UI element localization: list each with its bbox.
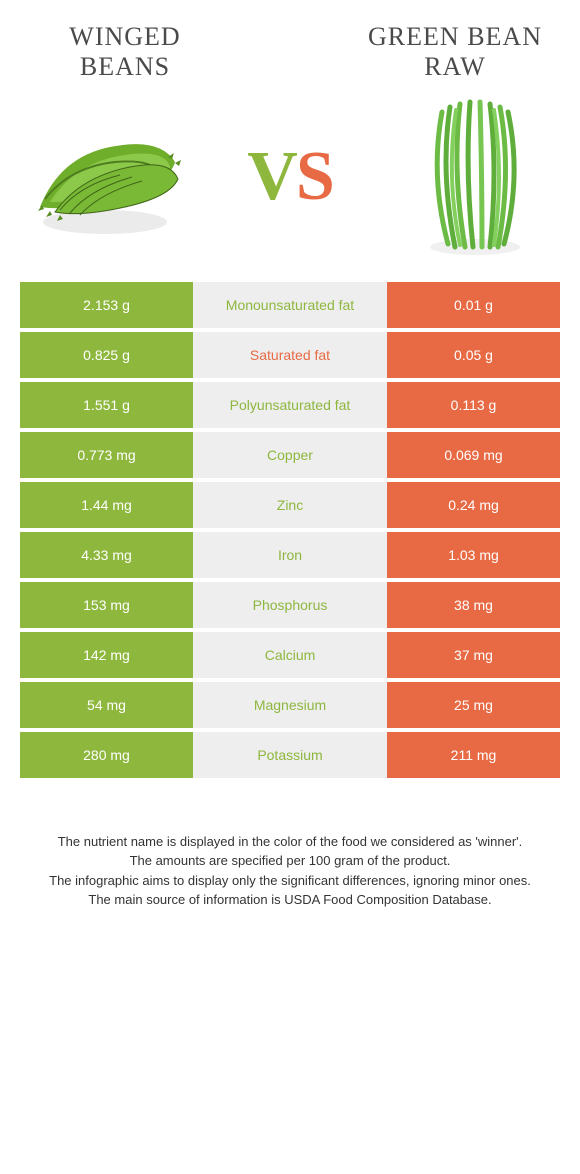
left-value-cell: 0.773 mg — [20, 432, 193, 482]
footnote-line: The infographic aims to display only the… — [30, 871, 550, 891]
table-row: 280 mgPotassium211 mg — [20, 732, 560, 782]
footnotes: The nutrient name is displayed in the co… — [0, 782, 580, 910]
left-food-title: WINGED BEANS — [20, 22, 290, 82]
right-food-title: GREEN BEAN RAW — [290, 22, 560, 82]
right-value-cell: 0.113 g — [387, 382, 560, 432]
right-value-cell: 37 mg — [387, 632, 560, 682]
table-row: 153 mgPhosphorus38 mg — [20, 582, 560, 632]
vs-label: VS — [247, 137, 333, 217]
nutrient-name-cell: Iron — [193, 532, 387, 582]
left-value-cell: 1.551 g — [20, 382, 193, 432]
left-value-cell: 54 mg — [20, 682, 193, 732]
nutrient-name-cell: Copper — [193, 432, 387, 482]
table-row: 1.44 mgZinc0.24 mg — [20, 482, 560, 532]
right-value-cell: 0.05 g — [387, 332, 560, 382]
table-row: 142 mgCalcium37 mg — [20, 632, 560, 682]
nutrient-name-cell: Polyunsaturated fat — [193, 382, 387, 432]
right-value-cell: 0.069 mg — [387, 432, 560, 482]
table-row: 2.153 gMonounsaturated fat0.01 g — [20, 282, 560, 332]
table-row: 4.33 mgIron1.03 mg — [20, 532, 560, 582]
vs-v: V — [247, 138, 296, 215]
winged-beans-image — [20, 102, 190, 252]
footnote-line: The amounts are specified per 100 gram o… — [30, 851, 550, 871]
left-value-cell: 4.33 mg — [20, 532, 193, 582]
green-bean-image — [390, 102, 560, 252]
comparison-table: 2.153 gMonounsaturated fat0.01 g0.825 gS… — [20, 282, 560, 782]
nutrient-name-cell: Phosphorus — [193, 582, 387, 632]
table-row: 54 mgMagnesium25 mg — [20, 682, 560, 732]
left-value-cell: 280 mg — [20, 732, 193, 782]
left-value-cell: 142 mg — [20, 632, 193, 682]
right-value-cell: 0.01 g — [387, 282, 560, 332]
right-value-cell: 0.24 mg — [387, 482, 560, 532]
table-row: 0.773 mgCopper0.069 mg — [20, 432, 560, 482]
vs-s: S — [296, 138, 333, 215]
nutrient-name-cell: Zinc — [193, 482, 387, 532]
left-value-cell: 0.825 g — [20, 332, 193, 382]
nutrient-name-cell: Monounsaturated fat — [193, 282, 387, 332]
right-value-cell: 38 mg — [387, 582, 560, 632]
hero-row: VS — [0, 82, 580, 282]
left-value-cell: 2.153 g — [20, 282, 193, 332]
nutrient-name-cell: Calcium — [193, 632, 387, 682]
footnote-line: The main source of information is USDA F… — [30, 890, 550, 910]
right-value-cell: 211 mg — [387, 732, 560, 782]
left-value-cell: 153 mg — [20, 582, 193, 632]
nutrient-name-cell: Magnesium — [193, 682, 387, 732]
right-value-cell: 1.03 mg — [387, 532, 560, 582]
nutrient-name-cell: Saturated fat — [193, 332, 387, 382]
right-value-cell: 25 mg — [387, 682, 560, 732]
table-row: 0.825 gSaturated fat0.05 g — [20, 332, 560, 382]
nutrient-name-cell: Potassium — [193, 732, 387, 782]
table-row: 1.551 gPolyunsaturated fat0.113 g — [20, 382, 560, 432]
left-value-cell: 1.44 mg — [20, 482, 193, 532]
footnote-line: The nutrient name is displayed in the co… — [30, 832, 550, 852]
header: WINGED BEANS GREEN BEAN RAW — [0, 0, 580, 82]
